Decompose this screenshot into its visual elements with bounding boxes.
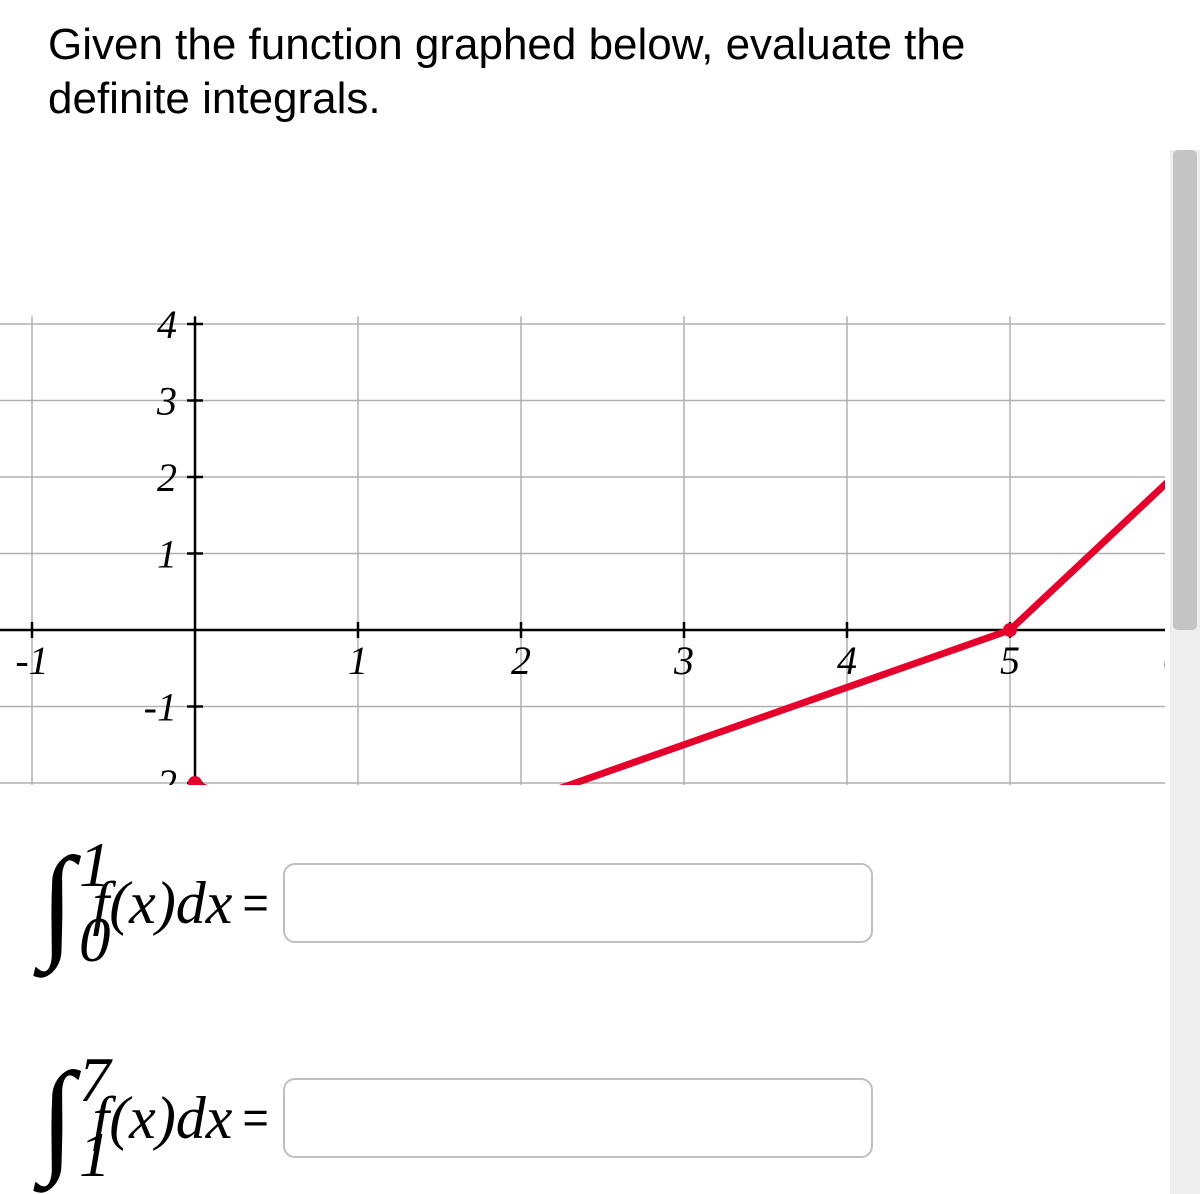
equals-sign: = [242, 1092, 268, 1144]
y-tick-label: 2 [157, 455, 177, 500]
x-tick-label: 3 [673, 638, 694, 683]
prompt-line-1: Given the function graphed below, evalua… [48, 20, 965, 70]
integral-symbol: ∫71 [40, 1055, 75, 1181]
equals-sign: = [242, 877, 268, 929]
integral-lower-bound: 1 [79, 1124, 111, 1187]
integral-symbol: ∫10 [40, 840, 75, 966]
x-tick-label: 1 [348, 638, 368, 683]
integral-answer-input-1[interactable] [283, 1078, 873, 1158]
x-tick-label: 2 [511, 638, 531, 683]
function-point [188, 776, 202, 785]
integral-sign: ∫ [40, 1048, 75, 1187]
integrand: f(x)dx [93, 1084, 233, 1153]
integral-upper-bound: 1 [79, 834, 111, 897]
integral-row-1: ∫71 f(x)dx= [40, 1055, 873, 1181]
integral-answer-input-0[interactable] [283, 863, 873, 943]
y-tick-label: 4 [157, 302, 177, 347]
y-tick-label: 3 [156, 379, 177, 424]
function-point [1003, 623, 1017, 637]
x-tick-label: -1 [15, 638, 48, 683]
prompt-line-2: definite integrals. [48, 74, 381, 124]
vertical-scrollbar-track[interactable] [1170, 150, 1200, 1194]
x-tick-label: 6 [1163, 638, 1165, 683]
integrand: f(x)dx [93, 869, 233, 938]
vertical-scrollbar-thumb[interactable] [1173, 150, 1197, 630]
y-tick-label: 1 [157, 532, 177, 577]
x-tick-label: 5 [1000, 638, 1020, 683]
integral-row-0: ∫10 f(x)dx= [40, 840, 873, 966]
x-tick-label: 4 [837, 638, 857, 683]
y-tick-label: -1 [144, 685, 177, 730]
integral-sign: ∫ [40, 833, 75, 972]
function-graph: -11234564321-1-2-3-4 [0, 160, 1165, 785]
integral-upper-bound: 7 [79, 1049, 111, 1112]
y-tick-label: -2 [144, 761, 177, 785]
integral-lower-bound: 0 [79, 909, 111, 972]
